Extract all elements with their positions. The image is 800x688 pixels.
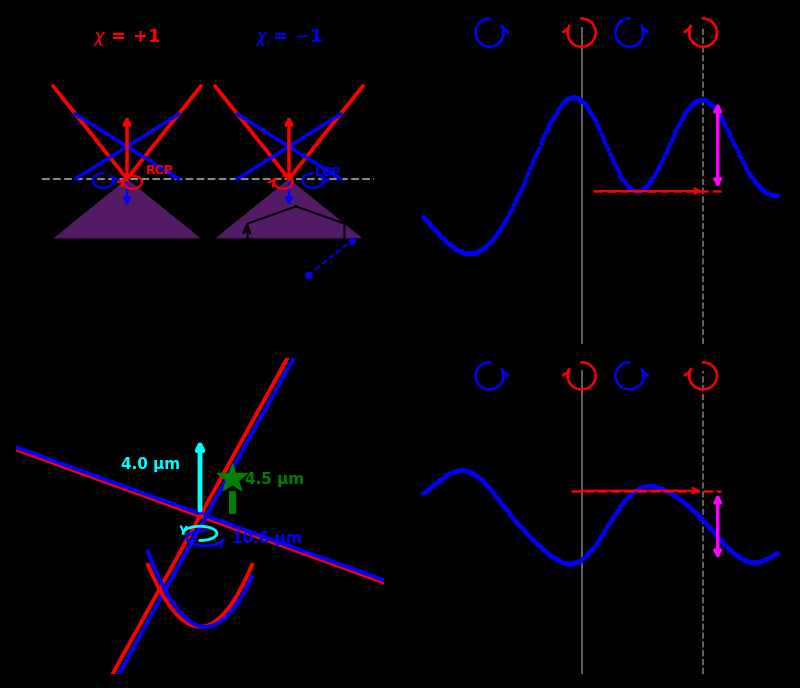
Text: RCP: RCP — [146, 164, 174, 177]
Text: 4.0 μm: 4.0 μm — [121, 457, 180, 471]
Text: A: A — [242, 224, 252, 237]
Text: $k_x$: $k_x$ — [312, 299, 325, 314]
Text: H: H — [310, 241, 318, 251]
Text: $\chi$ = +1: $\chi$ = +1 — [94, 27, 161, 48]
Text: LCP: LCP — [314, 166, 341, 179]
Text: L: L — [252, 241, 258, 251]
Text: 10.6 μm: 10.6 μm — [231, 531, 302, 546]
Text: $\chi$ = $-$1: $\chi$ = $-$1 — [255, 27, 322, 48]
Text: $k_y$: $k_y$ — [370, 225, 383, 241]
Polygon shape — [215, 179, 362, 238]
Text: 4.5 μm: 4.5 μm — [245, 473, 304, 487]
Polygon shape — [54, 179, 201, 238]
Text: L$_2$: L$_2$ — [336, 239, 349, 253]
